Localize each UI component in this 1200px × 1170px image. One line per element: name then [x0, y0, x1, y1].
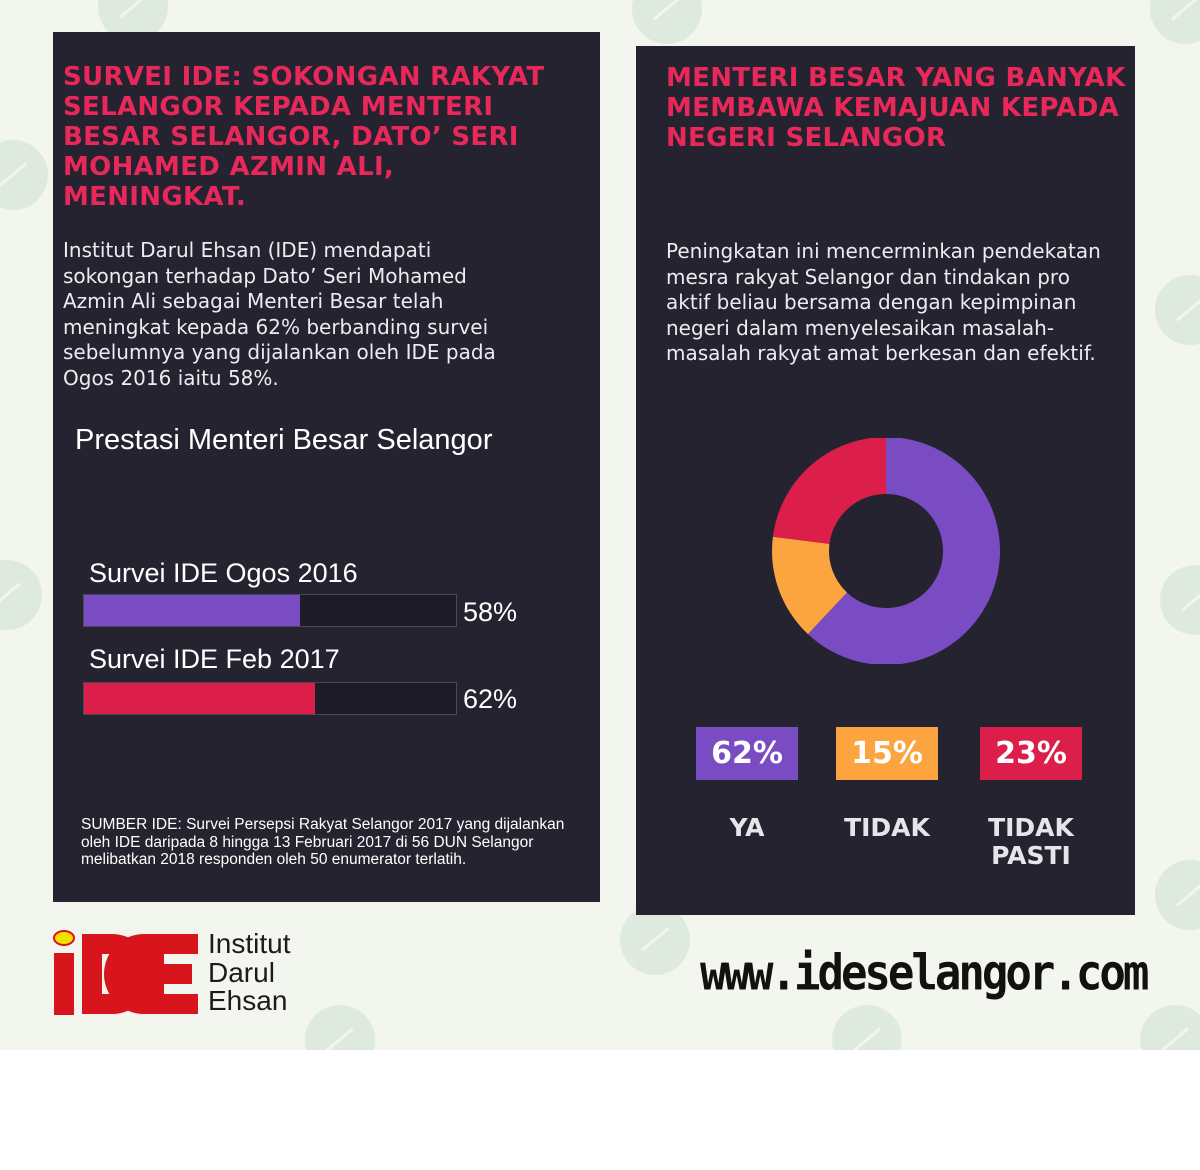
category-label-tidak-pasti: TIDAK PASTI — [988, 813, 1074, 870]
right-panel: MENTERI BESAR YANG BANYAK MEMBAWA KEMAJU… — [636, 46, 1135, 915]
category-label-ya: YA — [729, 813, 765, 842]
leaf-pattern-icon — [0, 140, 48, 210]
bar-chart-title: Prestasi Menteri Besar Selangor — [75, 424, 493, 456]
percent-box-tidak: 15% — [836, 727, 938, 780]
donut-slice-ya — [807, 438, 1000, 664]
bar-value-label: 58% — [463, 597, 518, 627]
leaf-pattern-icon — [1155, 860, 1200, 930]
donut-slice-tidak — [772, 536, 847, 635]
percent-box-ya: 62% — [696, 727, 798, 780]
leaf-pattern-icon — [632, 0, 702, 44]
website-url: www.ideselangor.com — [700, 944, 1149, 1003]
ide-logo-mark-icon — [53, 930, 198, 1015]
donut-chart — [772, 438, 1000, 664]
source-note: SUMBER IDE: Survei Persepsi Rakyat Selan… — [81, 816, 565, 868]
bar-track — [83, 594, 457, 627]
ide-logo: Institut Darul Ehsan — [52, 926, 352, 1022]
logo-text-line: Ehsan — [208, 985, 288, 1016]
bar-value-label: 62% — [463, 684, 518, 714]
leaf-pattern-icon — [1150, 0, 1200, 44]
bar-category-label: Survei IDE Ogos 2016 — [89, 558, 358, 588]
donut-slice-tidak-pasti — [772, 438, 886, 544]
leaf-pattern-icon — [1155, 275, 1200, 345]
logo-text-line: Darul — [208, 956, 275, 988]
category-label-tidak: TIDAK — [844, 813, 930, 842]
left-headline: SURVEI IDE: SOKONGAN RAKYAT SELANGOR KEP… — [63, 62, 545, 212]
left-body-text: Institut Darul Ehsan (IDE) mendapati sok… — [63, 238, 496, 390]
percent-box-tidak-pasti: 23% — [980, 727, 1082, 780]
right-body-text: Peningkatan ini mencerminkan pendekatan … — [666, 239, 1101, 365]
leaf-pattern-icon — [1160, 565, 1200, 635]
bar-fill-ogos-2016 — [84, 595, 300, 626]
left-panel: SURVEI IDE: SOKONGAN RAKYAT SELANGOR KEP… — [53, 32, 600, 902]
leaf-pattern-icon — [832, 1005, 902, 1050]
logo-text: Institut Darul Ehsan — [208, 928, 291, 1016]
bar-category-label: Survei IDE Feb 2017 — [89, 644, 340, 674]
bar-track — [83, 682, 457, 715]
leaf-pattern-icon — [0, 560, 42, 630]
leaf-pattern-icon — [620, 905, 690, 975]
bar-fill-feb-2017 — [84, 683, 315, 714]
logo-text-line: Institut — [208, 928, 291, 959]
leaf-pattern-icon — [1140, 1005, 1200, 1050]
right-headline: MENTERI BESAR YANG BANYAK MEMBAWA KEMAJU… — [666, 63, 1126, 153]
